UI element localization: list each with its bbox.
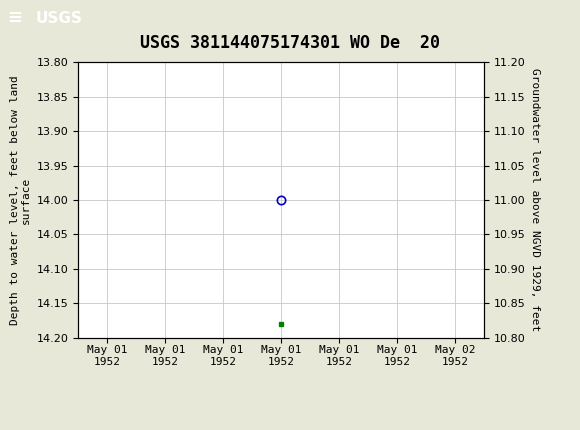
Legend: Period of approved data: Period of approved data — [181, 429, 382, 430]
Text: USGS 381144075174301 WO De  20: USGS 381144075174301 WO De 20 — [140, 34, 440, 52]
Text: USGS: USGS — [36, 11, 83, 26]
Text: ≡: ≡ — [7, 9, 22, 27]
Y-axis label: Groundwater level above NGVD 1929, feet: Groundwater level above NGVD 1929, feet — [530, 68, 539, 332]
Y-axis label: Depth to water level, feet below land
surface: Depth to water level, feet below land su… — [9, 75, 31, 325]
